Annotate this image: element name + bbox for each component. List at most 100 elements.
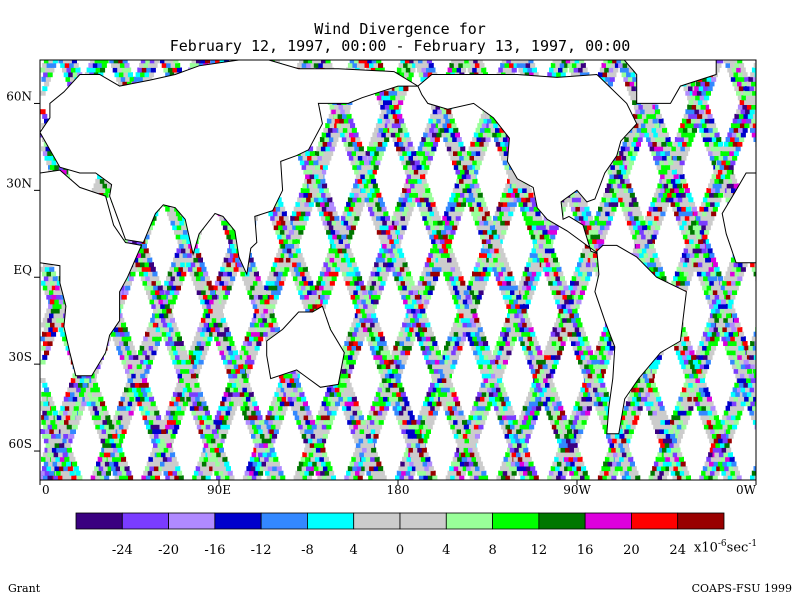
swath-cell bbox=[279, 401, 285, 407]
swath-cell bbox=[121, 359, 127, 365]
swath-cell bbox=[389, 220, 395, 226]
swath-cell bbox=[259, 442, 265, 448]
swath-cell bbox=[145, 354, 151, 360]
swath-cell bbox=[427, 290, 433, 295]
swath-cell bbox=[242, 410, 248, 416]
swath-cell bbox=[368, 424, 374, 430]
swath-cell bbox=[149, 410, 155, 416]
swath-cell bbox=[226, 234, 232, 240]
swath-cell bbox=[433, 276, 439, 282]
swath-cell bbox=[374, 396, 380, 402]
swath-cell bbox=[248, 350, 254, 356]
swath-cell bbox=[172, 429, 178, 434]
swath-cell bbox=[218, 271, 224, 277]
swath-cell bbox=[714, 155, 720, 161]
swath-cell bbox=[180, 262, 186, 268]
swath-cell bbox=[301, 299, 307, 305]
swath-cell bbox=[269, 470, 275, 476]
swath-cell bbox=[154, 341, 160, 346]
swath-cell bbox=[327, 410, 333, 416]
swath-cell bbox=[703, 127, 709, 133]
swath-cell bbox=[200, 299, 206, 305]
swath-cell bbox=[197, 391, 203, 397]
swath-cell bbox=[347, 466, 353, 472]
swath-cell bbox=[194, 248, 200, 254]
swath-cell bbox=[282, 225, 288, 231]
swath-cell bbox=[130, 359, 136, 365]
swath-cell bbox=[321, 438, 327, 444]
swath-cell bbox=[483, 141, 489, 147]
swath-cell bbox=[162, 322, 168, 328]
swath-cell bbox=[348, 354, 354, 360]
swath-cell bbox=[470, 141, 476, 147]
swath-cell bbox=[124, 410, 130, 416]
swath-cell bbox=[141, 252, 147, 258]
swath-cell bbox=[424, 262, 430, 268]
swath-cell bbox=[375, 294, 381, 300]
swath-cell bbox=[333, 271, 339, 277]
swath-cell bbox=[705, 109, 711, 115]
swath-cell bbox=[425, 137, 431, 142]
swath-cell bbox=[300, 285, 306, 291]
swath-cell bbox=[399, 364, 405, 370]
swath-cell bbox=[130, 271, 136, 277]
swath-cell bbox=[431, 257, 437, 263]
swath-cell bbox=[281, 262, 287, 268]
swath-cell bbox=[378, 285, 384, 291]
swath-cell bbox=[350, 225, 356, 231]
swath-cell bbox=[362, 424, 368, 430]
swath-cell bbox=[417, 280, 423, 286]
swath-cell bbox=[218, 470, 224, 476]
swath-cell bbox=[316, 303, 322, 309]
swath-cell bbox=[198, 294, 204, 300]
swath-cell bbox=[243, 350, 249, 356]
swath-cell bbox=[267, 276, 273, 282]
swath-cell bbox=[186, 262, 192, 268]
swath-cell bbox=[267, 433, 273, 439]
swath-cell bbox=[211, 438, 217, 444]
swath-cell bbox=[345, 215, 351, 221]
swath-cell bbox=[252, 327, 258, 333]
swath-cell bbox=[112, 433, 118, 439]
swath-cell bbox=[217, 331, 223, 337]
swath-cell bbox=[204, 433, 210, 439]
swath-cell bbox=[156, 452, 162, 458]
swath-cell bbox=[153, 285, 159, 291]
swath-cell bbox=[273, 405, 279, 411]
swath-cell bbox=[164, 438, 170, 444]
swath-cell bbox=[204, 331, 210, 337]
swath-cell bbox=[347, 419, 353, 425]
swath-cell bbox=[173, 257, 179, 263]
swath-cell bbox=[322, 410, 328, 416]
swath-cell bbox=[288, 220, 294, 226]
swath-cell bbox=[304, 429, 310, 434]
swath-cell bbox=[398, 368, 404, 374]
swath-cell bbox=[727, 178, 733, 184]
swath-cell bbox=[328, 113, 334, 119]
swath-cell bbox=[314, 285, 320, 291]
swath-cell bbox=[374, 151, 380, 156]
swath-cell bbox=[219, 415, 225, 421]
swath-cell bbox=[321, 303, 327, 309]
swath-cell bbox=[52, 410, 58, 416]
swath-cell bbox=[447, 201, 453, 207]
swath-cell bbox=[178, 401, 184, 407]
swath-cell bbox=[59, 317, 65, 323]
swath-cell bbox=[208, 308, 214, 314]
swath-cell bbox=[249, 294, 255, 300]
swath-cell bbox=[389, 86, 395, 92]
swath-cell bbox=[306, 447, 312, 453]
swath-cell bbox=[397, 211, 403, 217]
swath-cell bbox=[691, 206, 697, 212]
swath-cell bbox=[141, 364, 147, 370]
swath-cell bbox=[247, 266, 253, 272]
swath-cell bbox=[140, 354, 146, 360]
swath-cell bbox=[297, 466, 303, 472]
swath-cell bbox=[277, 396, 283, 402]
swath-cell bbox=[255, 433, 261, 439]
swath-cell bbox=[183, 243, 189, 249]
swath-cell bbox=[128, 410, 134, 416]
swath-cell bbox=[287, 396, 293, 402]
swath-cell bbox=[376, 132, 382, 138]
swath-cell bbox=[298, 424, 304, 430]
